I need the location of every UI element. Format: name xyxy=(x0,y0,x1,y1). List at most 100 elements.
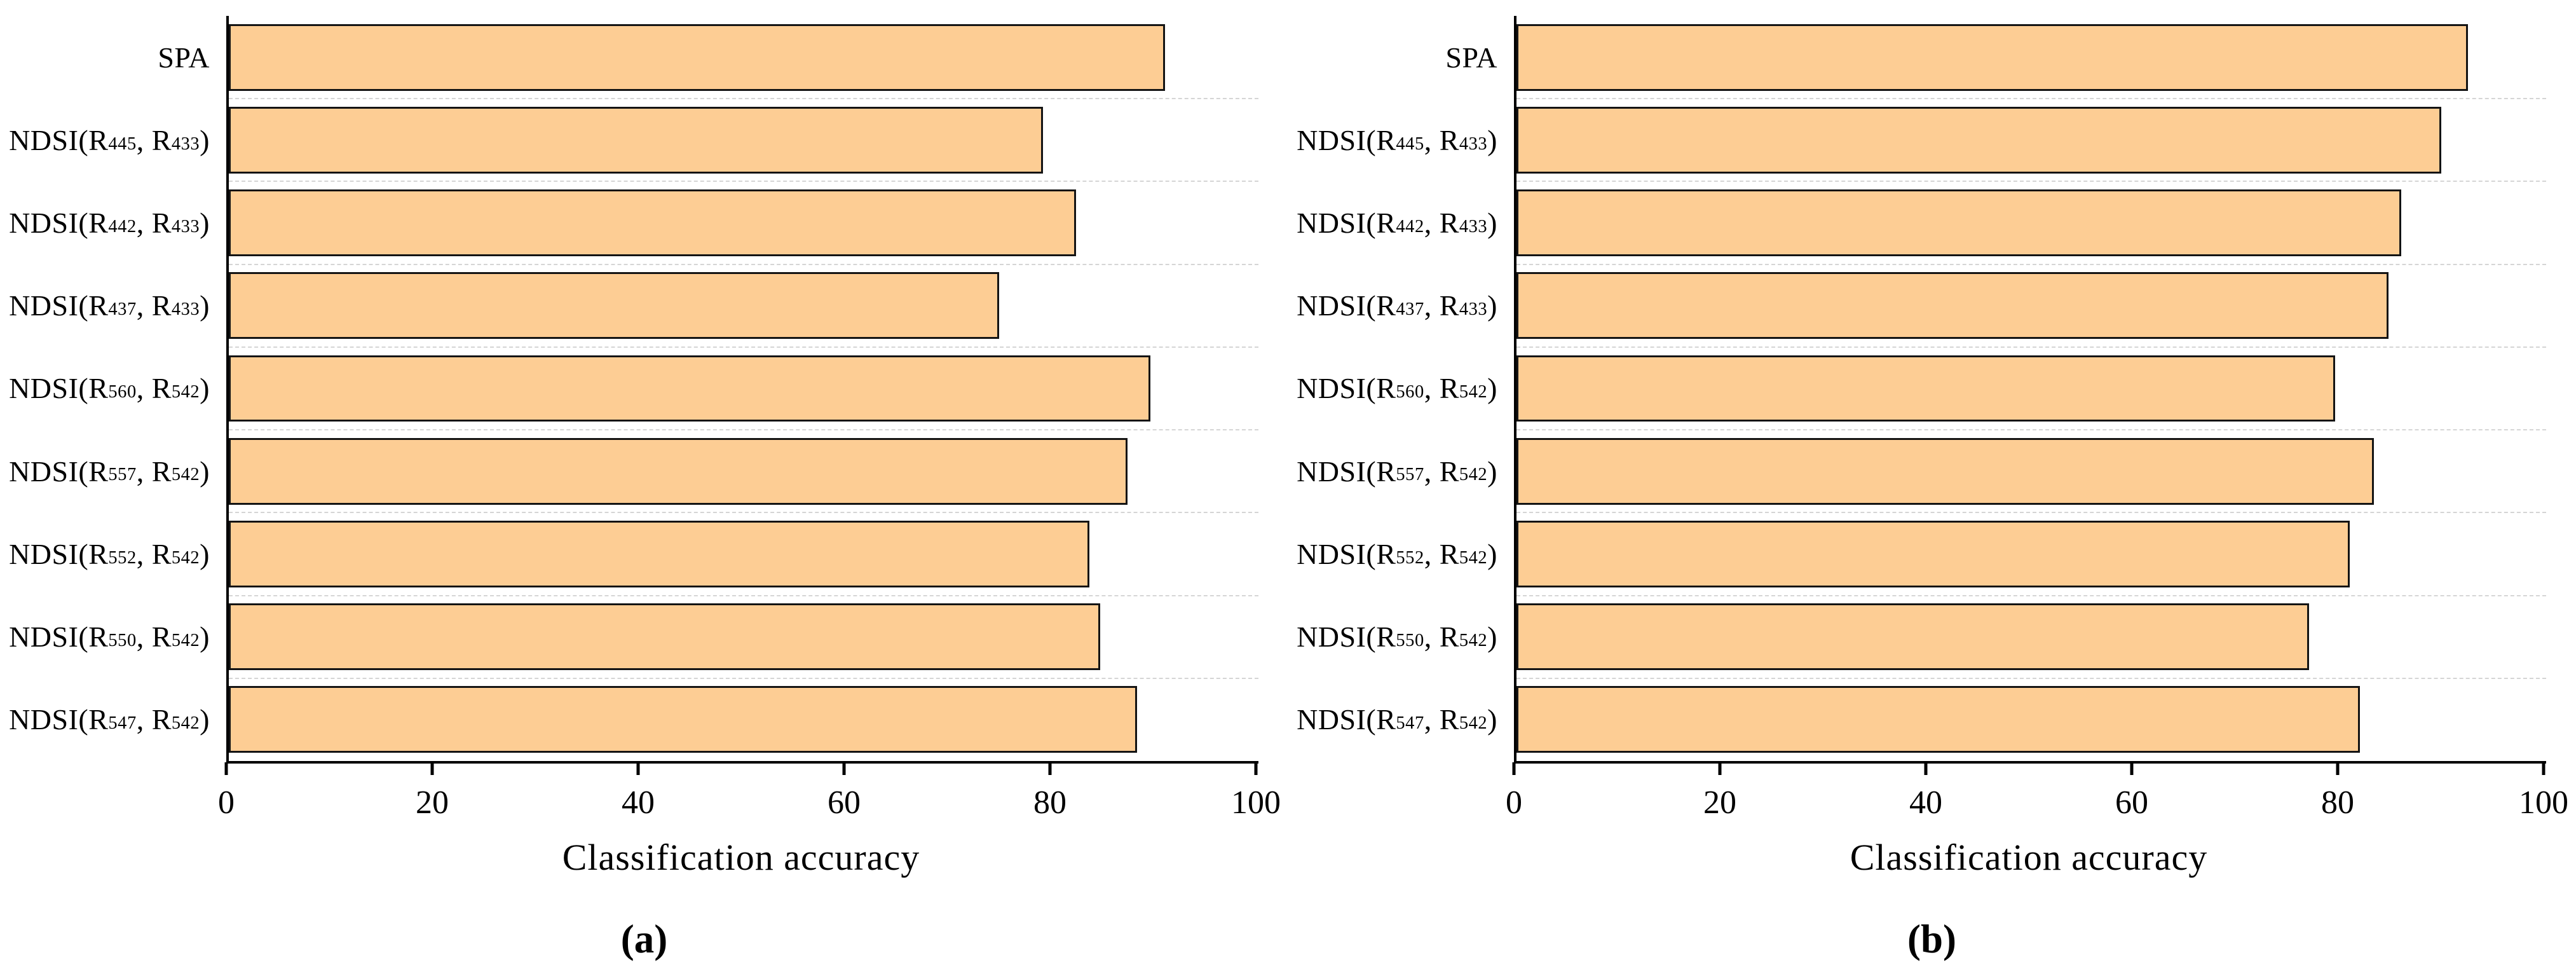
x-axis-tick-label: 100 xyxy=(2519,785,2568,821)
label-text: , R xyxy=(1424,207,1459,240)
subscript: 552 xyxy=(1396,547,1424,568)
gridline xyxy=(229,181,1258,182)
label-text: , R xyxy=(136,621,172,654)
label-text: SPA xyxy=(1445,41,1497,74)
y-axis-label: NDSI(R 557, R 542) xyxy=(0,430,210,512)
bar-row xyxy=(229,181,1258,265)
label-text: ) xyxy=(200,289,210,322)
x-axis-tick-label: 60 xyxy=(2115,785,2148,821)
chart-panel-b: SPA NDSI(R 445, R 433) NDSI(R 442, R 433) NDSI(… xyxy=(1288,0,2576,974)
subscript: 542 xyxy=(1459,547,1488,568)
subscript: 433 xyxy=(1459,134,1488,154)
gridline xyxy=(229,594,1258,596)
bar xyxy=(229,520,1090,587)
y-axis-label: NDSI(R 442, R 433) xyxy=(1288,181,1497,264)
x-axis-tick-label: 0 xyxy=(218,785,235,821)
bar-row xyxy=(1516,181,2546,265)
label-text: ) xyxy=(200,537,210,570)
bar-row xyxy=(229,678,1258,761)
label-text: ) xyxy=(1487,372,1497,405)
label-text: NDSI(R xyxy=(1297,537,1396,570)
subscript: 542 xyxy=(1459,382,1488,402)
gridline xyxy=(1516,677,2546,679)
label-text: ) xyxy=(1487,207,1497,240)
x-axis-tick xyxy=(430,762,434,775)
x-axis-tick xyxy=(1718,762,1722,775)
plot-area xyxy=(1514,16,2546,764)
y-axis-label: NDSI(R 437, R 433) xyxy=(0,264,210,347)
subscript: 433 xyxy=(1459,216,1488,237)
x-axis-tick-label: 80 xyxy=(1033,785,1067,821)
y-axis-label: NDSI(R 547, R 542) xyxy=(0,678,210,761)
bar xyxy=(1516,603,2310,671)
label-text: ) xyxy=(200,372,210,405)
gridline xyxy=(229,677,1258,679)
y-axis-label: NDSI(R 437, R 433) xyxy=(1288,264,1497,347)
bar-row xyxy=(1516,16,2546,100)
bar-row xyxy=(229,347,1258,431)
label-text: ) xyxy=(1487,621,1497,654)
x-axis-tick-label: 40 xyxy=(622,785,655,821)
label-text: NDSI(R xyxy=(9,372,109,405)
label-text: , R xyxy=(136,455,172,488)
y-axis-label: SPA xyxy=(1288,16,1497,99)
subscript: 560 xyxy=(108,382,137,402)
x-axis-tick xyxy=(1048,762,1052,775)
bar-row xyxy=(229,430,1258,514)
label-text: NDSI(R xyxy=(9,289,109,322)
y-axis-labels: SPA NDSI(R 445, R 433) NDSI(R 442, R 433) NDSI(… xyxy=(1288,16,1497,761)
gridline xyxy=(1516,594,2546,596)
x-axis-tick xyxy=(1924,762,1928,775)
bar xyxy=(229,437,1128,505)
y-axis-label: NDSI(R 552, R 542) xyxy=(1288,512,1497,595)
bar xyxy=(229,106,1044,174)
panel-caption-b: (b) xyxy=(1907,917,1956,961)
bar xyxy=(229,686,1137,753)
label-text: NDSI(R xyxy=(9,537,109,570)
x-axis-tick xyxy=(1254,762,1258,775)
y-axis-label: NDSI(R 547, R 542) xyxy=(1288,678,1497,761)
x-axis-tick xyxy=(224,762,228,775)
label-text: ) xyxy=(200,123,210,156)
label-text: ) xyxy=(1487,289,1497,322)
subscript: 433 xyxy=(171,216,200,237)
label-text: , R xyxy=(136,123,172,156)
chart-panel-a: SPA NDSI(R 445, R 433) NDSI(R 442, R 433) NDSI(… xyxy=(0,16,1281,961)
label-text: ) xyxy=(200,455,210,488)
label-text: SPA xyxy=(158,41,210,74)
label-text: , R xyxy=(1424,289,1459,322)
bar xyxy=(1516,520,2350,587)
subscript: 445 xyxy=(108,134,137,154)
y-axis-label: NDSI(R 550, R 542) xyxy=(0,596,210,678)
bar-row xyxy=(1516,430,2546,514)
subscript: 433 xyxy=(171,134,200,154)
y-axis-label: NDSI(R 560, R 542) xyxy=(0,347,210,430)
gridline xyxy=(1516,263,2546,265)
bar-row xyxy=(229,16,1258,100)
bar xyxy=(1516,272,2389,340)
label-text: ) xyxy=(1487,703,1497,736)
label-text: NDSI(R xyxy=(9,703,109,736)
label-text: NDSI(R xyxy=(1297,621,1396,654)
bar-row xyxy=(1516,596,2546,679)
label-text: , R xyxy=(136,207,172,240)
x-axis-title: Classification accuracy xyxy=(562,837,920,878)
label-text: , R xyxy=(136,289,172,322)
x-axis-tick xyxy=(636,762,640,775)
bar-row xyxy=(229,99,1258,182)
x-axis-tick-label: 100 xyxy=(1231,785,1281,821)
label-text: NDSI(R xyxy=(1297,455,1396,488)
y-axis-labels: SPA NDSI(R 445, R 433) NDSI(R 442, R 433) NDSI(… xyxy=(0,16,210,761)
label-text: NDSI(R xyxy=(1297,372,1396,405)
y-axis-label: NDSI(R 552, R 542) xyxy=(0,512,210,595)
bar xyxy=(1516,106,2441,174)
gridline xyxy=(1516,98,2546,100)
subscript: 547 xyxy=(108,713,137,734)
label-text: , R xyxy=(1424,372,1459,405)
gridline xyxy=(1516,181,2546,182)
subscript: 542 xyxy=(1459,630,1488,650)
x-axis-tick-label: 40 xyxy=(1909,785,1942,821)
x-axis-tick-label: 0 xyxy=(1506,785,1522,821)
subscript: 550 xyxy=(1396,630,1424,650)
bar-row xyxy=(1516,347,2546,431)
